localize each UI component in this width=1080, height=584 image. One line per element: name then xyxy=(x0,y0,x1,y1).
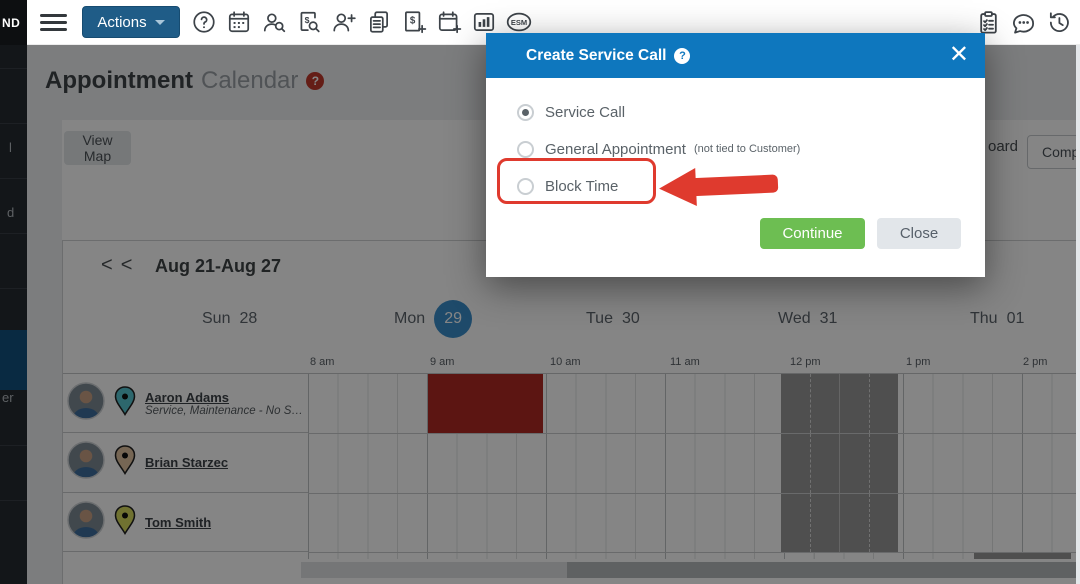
page-content: Appointment Calendar ? View Map oard Com… xyxy=(27,45,1080,584)
radio-option-general-appointment[interactable]: General Appointment (not tied to Custome… xyxy=(517,136,800,162)
unavailable-block[interactable] xyxy=(781,434,898,493)
browser-scrollbar[interactable] xyxy=(1076,45,1080,584)
calendar-add-icon[interactable] xyxy=(435,8,463,36)
date-range-label: Aug 21-Aug 27 xyxy=(155,256,282,276)
technician-name-link[interactable]: Tom Smith xyxy=(145,514,212,530)
appointment-block[interactable] xyxy=(428,374,543,433)
scrollbar-thumb[interactable] xyxy=(301,562,567,578)
calendar-prev-buttons[interactable]: << xyxy=(101,254,141,276)
menu-icon[interactable] xyxy=(40,14,67,31)
brand-logo[interactable]: ND xyxy=(0,0,27,45)
radio-option-service-call[interactable]: Service Call xyxy=(517,99,625,125)
radio-selected[interactable] xyxy=(517,103,534,121)
sidebar-item-fragment[interactable]: d xyxy=(7,205,15,220)
technician-row: Brian Starzec xyxy=(63,433,308,493)
hour-label: 12 pm xyxy=(790,356,821,368)
modal-footer: Continue Close xyxy=(760,218,961,249)
sidebar-item-fragment[interactable]: l xyxy=(9,140,12,155)
create-service-call-modal: Create Service Call ? ✕ Service Call Gen… xyxy=(486,33,985,277)
modal-title: Create Service Call xyxy=(526,46,667,64)
hour-label: 1 pm xyxy=(906,356,931,368)
page-title-secondary: Calendar xyxy=(200,67,299,94)
invoice-add-icon[interactable]: $ xyxy=(400,8,428,36)
technician-row: Tom Smith xyxy=(63,493,308,552)
day-header-thu[interactable]: Thu 01 xyxy=(970,310,1025,327)
page-help-icon[interactable]: ? xyxy=(306,72,325,90)
schedule-grid[interactable] xyxy=(308,374,1080,559)
avatar xyxy=(67,441,105,484)
map-pin-icon xyxy=(114,504,136,540)
hour-label: 11 am xyxy=(670,356,700,368)
toolbar-icons: $ $ ESM xyxy=(190,8,533,36)
sidebar-item-active[interactable] xyxy=(0,330,27,390)
quote-search-icon[interactable]: $ xyxy=(295,8,323,36)
unavailable-block[interactable] xyxy=(781,494,898,552)
unavailable-block-partial xyxy=(974,553,1071,559)
hour-label: 10 am xyxy=(550,356,581,368)
add-person-icon[interactable] xyxy=(330,8,358,36)
history-icon[interactable] xyxy=(1044,8,1072,36)
day-header-tue[interactable]: Tue 30 xyxy=(586,310,640,327)
schedule-table: Aaron Adams Service, Maintenance - No S… xyxy=(63,373,1080,559)
horizontal-scrollbar[interactable] xyxy=(301,562,1080,578)
toolbar-icons-right xyxy=(974,8,1072,36)
day-header-sun[interactable]: Sun 28 xyxy=(202,310,258,327)
hour-label: 9 am xyxy=(430,356,455,368)
calendar-icon[interactable] xyxy=(225,8,253,36)
hour-label: 8 am xyxy=(310,356,335,368)
technician-row: Aaron Adams Service, Maintenance - No S… xyxy=(63,374,308,433)
dispatch-board-label-partial[interactable]: oard xyxy=(988,138,1019,155)
active-day-badge: 29 xyxy=(434,300,473,338)
unavailable-block[interactable] xyxy=(781,374,898,433)
tasks-clipboard-icon[interactable] xyxy=(974,8,1002,36)
modal-header: Create Service Call ? ✕ xyxy=(486,33,985,78)
customer-search-icon[interactable] xyxy=(260,8,288,36)
compact-view-button-partial[interactable]: Compa xyxy=(1027,135,1080,169)
technician-name-link[interactable]: Brian Starzec xyxy=(145,455,229,470)
help-icon[interactable] xyxy=(190,8,218,36)
close-icon[interactable]: ✕ xyxy=(948,41,969,68)
hour-label: 2 pm xyxy=(1023,356,1048,368)
left-sidebar: l d er xyxy=(0,45,27,584)
map-pin-icon xyxy=(114,445,136,480)
esm-badge-icon[interactable]: ESM xyxy=(505,8,533,36)
close-button[interactable]: Close xyxy=(877,218,961,249)
chat-icon[interactable] xyxy=(1009,8,1037,36)
map-pin-icon xyxy=(114,385,136,421)
radio-unselected[interactable] xyxy=(517,177,534,195)
day-header-wed[interactable]: Wed 31 xyxy=(778,310,838,327)
technician-subtitle: Service, Maintenance - No S… xyxy=(145,404,303,417)
view-map-button[interactable]: View Map xyxy=(64,131,131,165)
technician-name-link[interactable]: Aaron Adams xyxy=(145,389,230,405)
calendar-panel: << Aug 21-Aug 27 Sun 28 Mon 29 Tue 30 Wed 31… xyxy=(62,240,1080,584)
chevron-down-icon xyxy=(154,19,165,25)
reports-icon[interactable] xyxy=(470,8,498,36)
continue-button[interactable]: Continue xyxy=(760,218,865,249)
radio-option-block-time[interactable]: Block Time xyxy=(517,173,618,199)
avatar xyxy=(67,500,105,544)
documents-icon[interactable] xyxy=(365,8,393,36)
page-title-primary: Appointment xyxy=(45,67,193,94)
page-title: Appointment Calendar ? xyxy=(45,67,325,95)
sidebar-item-fragment[interactable]: er xyxy=(2,390,14,405)
actions-button[interactable]: Actions xyxy=(82,6,180,38)
time-ruler: 8 am 9 am 10 am 11 am 12 pm 1 pm 2 pm xyxy=(63,353,1080,373)
modal-help-icon[interactable]: ? xyxy=(674,47,691,64)
svg-text:ESM: ESM xyxy=(511,18,527,27)
radio-unselected[interactable] xyxy=(517,140,534,158)
avatar xyxy=(67,381,105,425)
svg-text:$: $ xyxy=(305,15,310,25)
day-header-mon-active[interactable]: Mon 29 xyxy=(394,299,473,339)
technician-list: Aaron Adams Service, Maintenance - No S… xyxy=(63,374,308,559)
svg-text:$: $ xyxy=(410,16,416,27)
actions-button-label: Actions xyxy=(97,13,147,31)
